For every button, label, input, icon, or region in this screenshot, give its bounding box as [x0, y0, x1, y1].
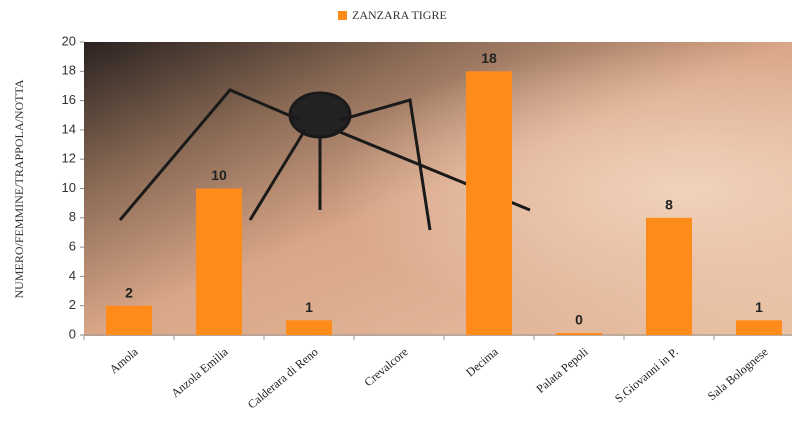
y-tick-label: 4	[69, 268, 76, 283]
y-tick-label: 10	[62, 180, 76, 195]
bar	[646, 217, 692, 335]
y-tick-label: 8	[69, 209, 76, 224]
x-tick-label: S.Giovanni in P.	[612, 345, 681, 406]
bar	[466, 71, 512, 336]
bar	[556, 333, 602, 335]
bar	[196, 188, 242, 335]
y-tick-label: 6	[69, 239, 76, 254]
bar	[286, 320, 332, 335]
bar	[106, 305, 152, 335]
x-tick-label: Calderara di Reno	[245, 345, 321, 412]
y-tick-label: 2	[69, 297, 76, 312]
y-tick-label: 16	[62, 92, 76, 107]
value-label: 8	[665, 197, 673, 213]
x-tick-label: Anzola Emilia	[168, 344, 231, 400]
value-label: 10	[211, 167, 227, 183]
y-tick-label: 12	[62, 151, 76, 166]
legend-swatch	[338, 11, 347, 20]
x-tick-label: Amola	[107, 344, 142, 376]
legend-label: ZANZARA TIGRE	[352, 8, 447, 22]
y-axis-label: NUMERO/FEMMINE/TRAPPOLA/NOTTA	[12, 79, 26, 298]
x-tick-label: Crevalcore	[361, 345, 410, 390]
value-label: 0	[575, 312, 583, 328]
value-label: 1	[755, 299, 763, 315]
value-label: 1	[305, 299, 313, 315]
y-tick-label: 0	[69, 326, 76, 341]
y-tick-label: 20	[62, 33, 76, 48]
x-tick-label: Sala Bolognese	[705, 345, 771, 404]
value-label: 18	[481, 50, 497, 66]
value-label: 2	[125, 284, 133, 300]
background-photo	[84, 42, 792, 336]
x-tick-label: Decima	[463, 344, 501, 379]
y-tick-label: 14	[62, 121, 76, 136]
x-tick-label: Palata Pepoli	[533, 344, 591, 396]
bar	[736, 320, 782, 335]
y-tick-label: 18	[62, 63, 76, 78]
